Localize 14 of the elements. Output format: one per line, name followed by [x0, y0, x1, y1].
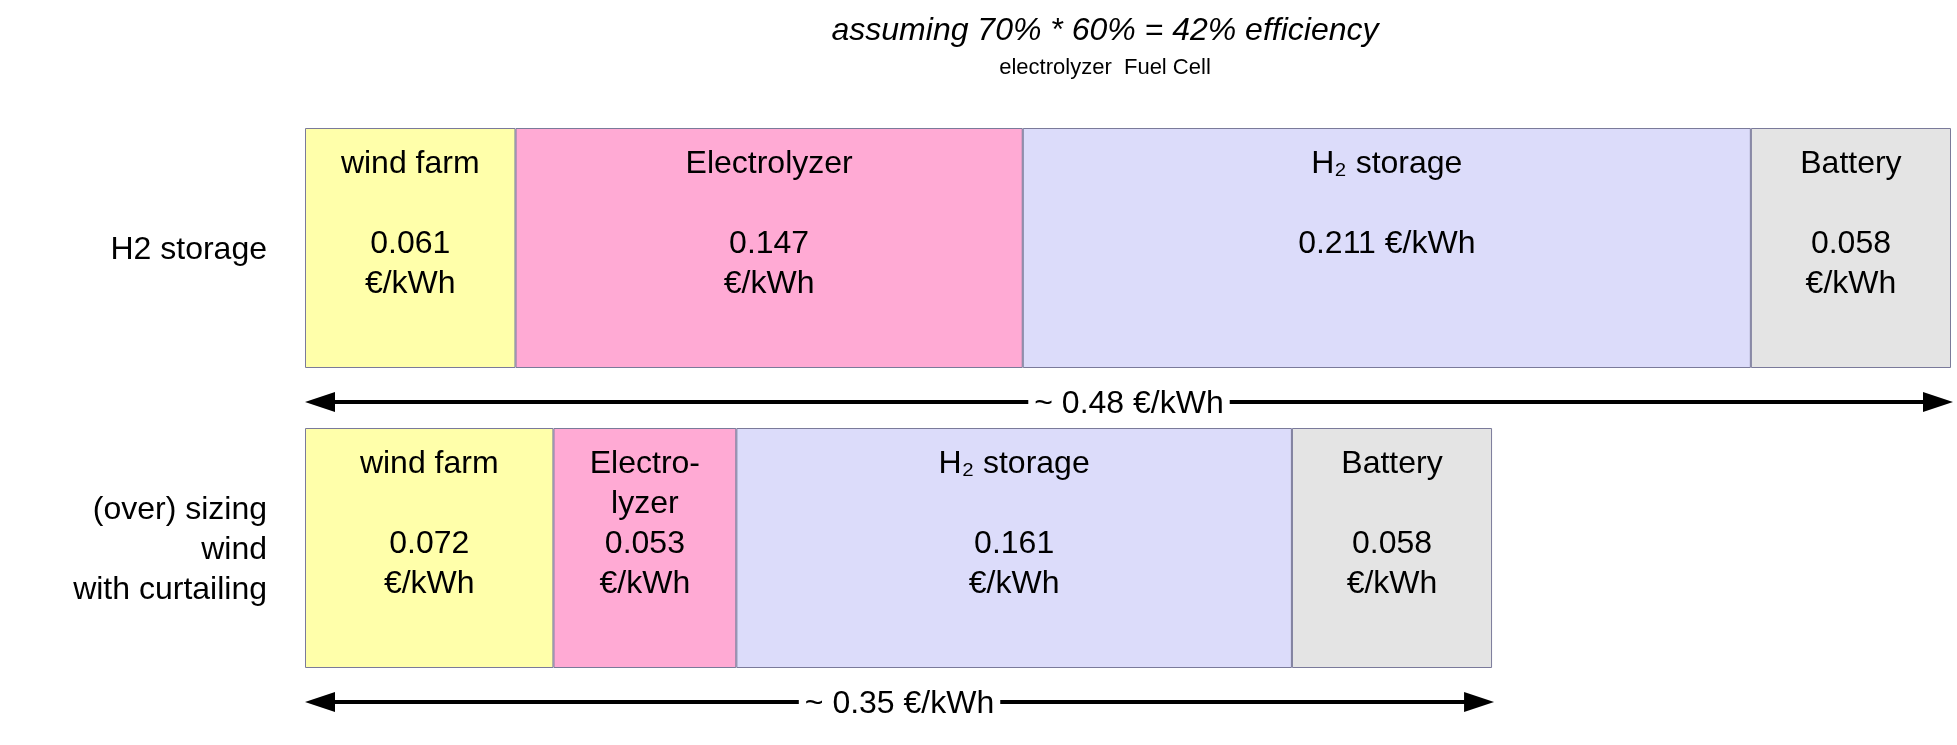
text: H₂ storage 0.161 €/kWh: [938, 444, 1090, 600]
chart-title: assuming 70% * 60% = 42% efficiency: [831, 11, 1381, 47]
data-label: Electro- lyzer 0.053 €/kWh: [589, 444, 701, 600]
text: wind farm 0.061 €/kWh: [340, 144, 480, 300]
annotation: ~ 0.48 €/kWh: [1034, 384, 1224, 420]
text: Battery 0.058 €/kWh: [1341, 444, 1443, 600]
text: Electrolyzer 0.147 €/kWh: [685, 144, 853, 300]
chart-subtitle: electrolyzer Fuel Cell: [999, 53, 1211, 79]
y-tick-label: H2 storage: [110, 230, 267, 266]
y-tick-label: (over) sizing wind with curtailing: [72, 490, 267, 606]
text: Battery 0.058 €/kWh: [1800, 144, 1902, 300]
text: H₂ storage 0.211 €/kWh: [1298, 144, 1476, 260]
annotation: ~ 0.35 €/kWh: [804, 684, 995, 720]
text: wind farm 0.072 €/kWh: [359, 444, 499, 600]
